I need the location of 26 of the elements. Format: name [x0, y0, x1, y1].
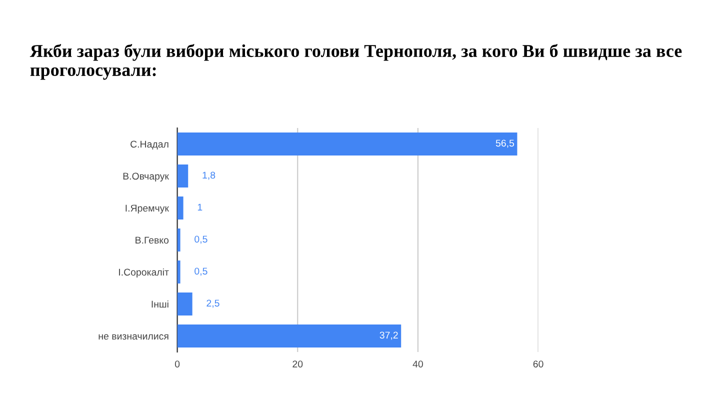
y-tick-label: В.Овчарук: [123, 172, 170, 182]
y-tick-label: І.Сорокаліт: [119, 268, 169, 278]
chart-title: Якби зараз були вибори міського голови Тернополя, за кого Ви б швидше за все проголосували:: [30, 44, 682, 80]
x-tick-label: 40: [412, 360, 423, 368]
data-label: 0,5: [194, 236, 208, 244]
x-tick-label: 0: [174, 360, 180, 368]
x-tick-label: 20: [292, 360, 303, 368]
bar: [177, 260, 180, 284]
y-tick-label: Інші: [152, 300, 168, 308]
x-tick-label: 60: [533, 360, 544, 368]
data-label: 1: [198, 204, 202, 211]
data-label: 2,5: [206, 300, 220, 308]
bar: [177, 196, 184, 220]
bar: [177, 164, 188, 188]
bar: [177, 132, 518, 156]
bar: [177, 292, 192, 316]
bar: [177, 324, 402, 348]
y-tick-label: С.Надал: [130, 140, 168, 150]
y-tick-label: не визначилися: [98, 334, 168, 340]
y-tick-label: І.Яремчук: [126, 204, 170, 214]
data-label: 0,5: [194, 268, 208, 276]
data-label: 37,2: [380, 332, 398, 340]
data-label: 56,5: [496, 140, 514, 148]
bar: [177, 228, 180, 252]
y-tick-label: В.Гевко: [136, 236, 169, 244]
data-label: 1,8: [202, 172, 216, 180]
